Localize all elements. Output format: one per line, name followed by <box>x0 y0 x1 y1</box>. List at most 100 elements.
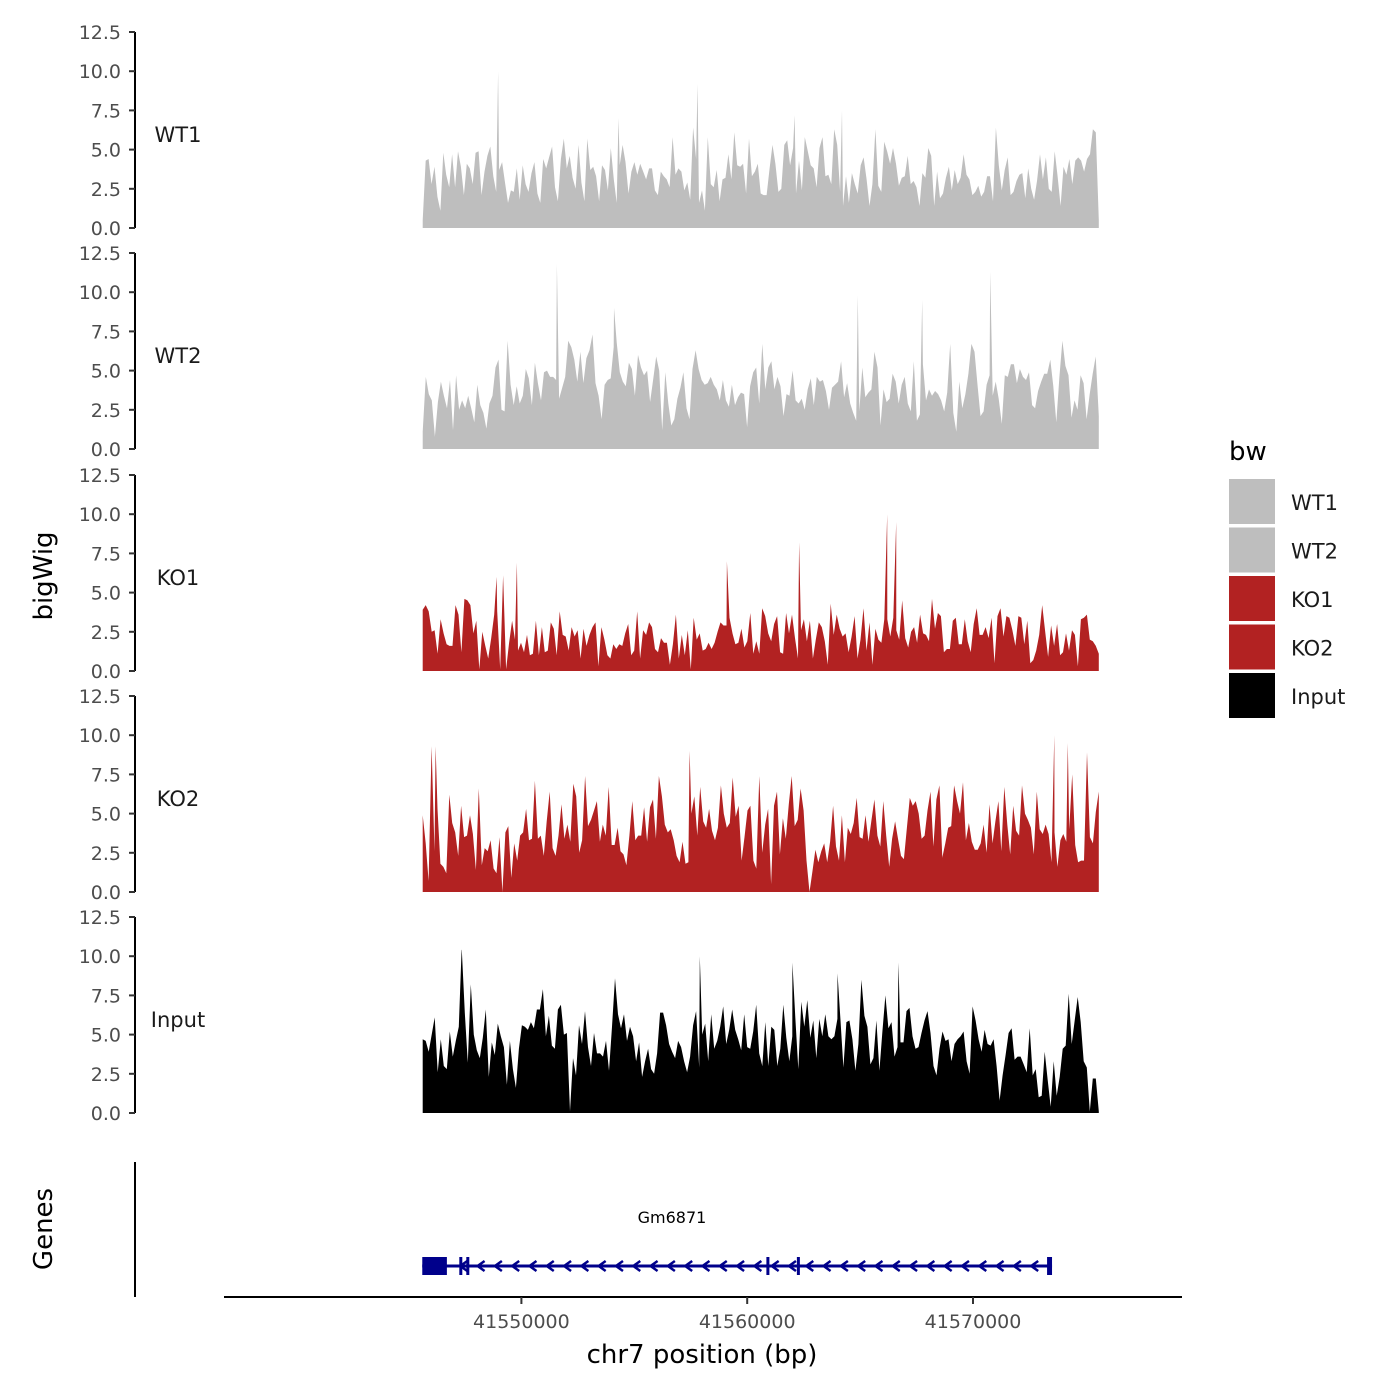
track-input: 0.0 2.5 5.0 7.5 10.0 12.5 Input <box>79 907 1099 1125</box>
legend: bw WT1 WT2 KO1 KO2 Input <box>1229 437 1345 718</box>
track-label: Input <box>151 1008 205 1032</box>
strand-arrow <box>665 1259 676 1273</box>
y-tick-label: 10.0 <box>79 61 121 83</box>
x-axis-title: chr7 position (bp) <box>587 1340 818 1370</box>
area-wt2 <box>422 264 1099 449</box>
y-tick-label: 7.5 <box>91 985 121 1007</box>
y-tick-label: 7.5 <box>91 543 121 565</box>
legend-label-ko2: KO2 <box>1291 637 1334 661</box>
y-tick-label: 5.0 <box>91 1025 121 1047</box>
legend-title: bw <box>1229 437 1267 467</box>
y-tick-label: 7.5 <box>91 100 121 122</box>
legend-label-input: Input <box>1291 685 1345 709</box>
legend-swatch-input <box>1229 673 1275 718</box>
area-ko1 <box>422 514 1099 671</box>
y-tick-label: 10.0 <box>79 282 121 304</box>
strand-arrow <box>804 1259 815 1273</box>
exon <box>422 1257 447 1275</box>
strand-arrow <box>631 1259 642 1273</box>
area-wt1 <box>422 71 1099 228</box>
exon <box>466 1257 470 1275</box>
gene-label: Gm6871 <box>638 1208 707 1227</box>
strand-arrow <box>769 1259 780 1273</box>
strand-arrow <box>856 1259 866 1273</box>
strand-arrow <box>786 1259 797 1273</box>
track-label: KO1 <box>157 566 200 590</box>
x-tick-label: 41560000 <box>699 1311 796 1333</box>
y-tick-label: 0.0 <box>91 661 121 683</box>
exon <box>796 1257 800 1275</box>
y-tick-label: 7.5 <box>91 764 121 786</box>
exon <box>1047 1257 1053 1275</box>
y-tick-label: 5.0 <box>91 361 121 383</box>
legend-label-wt2: WT2 <box>1291 540 1338 564</box>
y-tick-label: 2.5 <box>91 622 121 644</box>
strand-arrow <box>510 1259 520 1273</box>
y-axis-title: bigWig <box>29 531 59 620</box>
y-tick-label: 2.5 <box>91 179 121 201</box>
signal-tracks: 0.0 2.5 5.0 7.5 10.0 12.5 WT1 0.0 2.5 5.0 7.5 10.0 1… <box>79 22 1099 1125</box>
x-tick-label: 41550000 <box>473 1311 570 1333</box>
strand-arrow <box>683 1259 693 1273</box>
strand-arrow <box>994 1259 1005 1273</box>
exon <box>766 1257 770 1275</box>
y-tick-label: 5.0 <box>91 804 121 826</box>
y-tick-label: 12.5 <box>79 465 121 487</box>
strand-arrow <box>977 1259 988 1273</box>
y-tick-label: 2.5 <box>91 1064 121 1086</box>
strand-arrow <box>734 1259 745 1273</box>
track-label: WT2 <box>155 344 202 368</box>
strand-arrow <box>925 1259 936 1273</box>
strand-arrow <box>838 1259 849 1273</box>
y-tick-label: 2.5 <box>91 843 121 865</box>
legend-swatch-ko1 <box>1229 576 1275 621</box>
track-ko1: 0.0 2.5 5.0 7.5 10.0 12.5 KO1 <box>79 465 1099 683</box>
strand-arrow <box>907 1259 918 1273</box>
y-tick-label: 10.0 <box>79 504 121 526</box>
track-label: KO2 <box>157 787 200 811</box>
area-ko2 <box>422 735 1099 892</box>
strand-arrow <box>873 1259 884 1273</box>
strand-arrow <box>579 1259 590 1273</box>
strand-arrow <box>544 1259 555 1273</box>
exon <box>459 1257 463 1275</box>
area-input <box>422 949 1099 1113</box>
strand-arrow <box>527 1259 538 1273</box>
strand-arrow <box>475 1259 486 1273</box>
y-tick-label: 12.5 <box>79 686 121 708</box>
y-tick-label: 10.0 <box>79 946 121 968</box>
y-tick-label: 0.0 <box>91 882 121 904</box>
legend-swatch-ko2 <box>1229 624 1275 670</box>
strand-arrow <box>942 1259 953 1273</box>
strand-arrow <box>821 1259 832 1273</box>
y-tick-label: 12.5 <box>79 22 121 44</box>
gene-track: Genes Gm6871 <box>29 1162 1053 1297</box>
y-tick-label: 5.0 <box>91 583 121 605</box>
y-tick-label: 7.5 <box>91 321 121 343</box>
strand-arrow <box>596 1259 607 1273</box>
legend-label-wt1: WT1 <box>1291 491 1338 515</box>
y-tick-label: 10.0 <box>79 725 121 747</box>
y-tick-label: 0.0 <box>91 1103 121 1125</box>
strand-arrow <box>959 1259 970 1273</box>
track-ko2: 0.0 2.5 5.0 7.5 10.0 12.5 KO2 <box>79 686 1099 904</box>
strand-arrow <box>492 1259 503 1273</box>
legend-swatch-wt2 <box>1229 527 1275 573</box>
y-tick-label: 12.5 <box>79 907 121 929</box>
y-tick-label: 2.5 <box>91 400 121 422</box>
x-axis: chr7 position (bp) 41550000 41560000 41570… <box>224 1296 1182 1370</box>
gene-track-title: Genes <box>29 1188 59 1270</box>
track-wt1: 0.0 2.5 5.0 7.5 10.0 12.5 WT1 <box>79 22 1099 240</box>
strand-arrow <box>648 1259 659 1273</box>
strand-arrow <box>1029 1259 1039 1273</box>
strand-arrow <box>613 1259 624 1273</box>
strand-arrow <box>561 1259 572 1273</box>
y-tick-label: 12.5 <box>79 243 121 265</box>
strand-arrow <box>752 1259 763 1273</box>
y-tick-label: 0.0 <box>91 218 121 240</box>
y-tick-label: 5.0 <box>91 140 121 162</box>
legend-label-ko1: KO1 <box>1291 588 1334 612</box>
track-label: WT1 <box>155 123 202 147</box>
x-tick-label: 41570000 <box>925 1311 1022 1333</box>
